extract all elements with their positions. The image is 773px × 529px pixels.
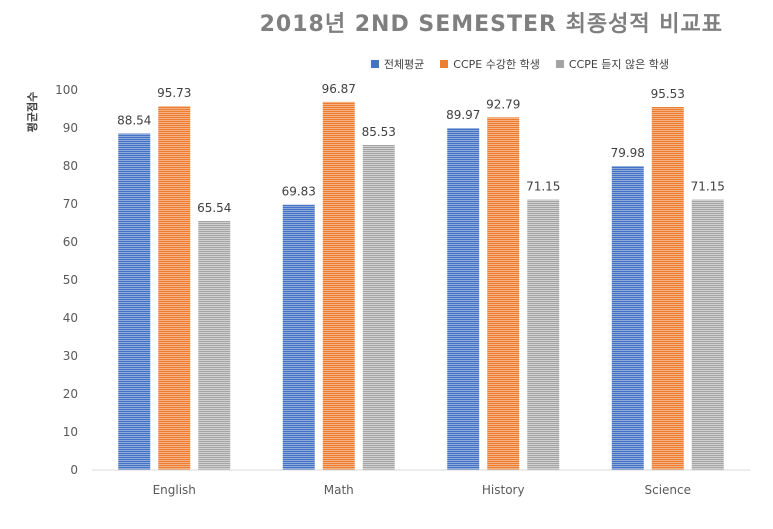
x-tick-label: History [482,483,525,497]
y-tick-label: 50 [63,273,78,287]
bar-history-series-2 [527,199,560,470]
legend-label-0: 전체평균 [383,58,425,71]
data-label: 71.15 [526,180,560,194]
data-label: 95.73 [157,86,191,100]
data-label: 92.79 [486,97,520,111]
bar-english-series-1 [158,106,191,470]
y-tick-label: 80 [63,159,78,173]
legend-item-series-0: 전체평균 [370,56,425,72]
data-label: 95.53 [651,87,685,101]
x-axis-ticks: English Math History Science [153,483,691,497]
chart-title: 2018년 2ND SEMESTER 최종성적 비교표 [259,12,723,37]
bars: 88.54 95.73 65.54 69.83 96.87 85.53 89.97 92.79… [117,82,725,471]
bar-math-series-2 [362,144,395,470]
legend-swatch-1 [440,60,449,68]
bar-history-series-0 [447,128,480,470]
data-label: 85.53 [362,125,396,139]
y-tick-label: 0 [70,463,78,477]
y-tick-label: 60 [63,235,78,249]
data-label: 69.83 [282,185,316,199]
legend-label-1: CCPE 수강한 학생 [453,58,540,71]
bar-science-series-2 [691,199,724,470]
y-tick-label: 10 [63,425,78,439]
y-tick-label: 70 [63,197,78,211]
legend: 전체평균 CCPE 수강한 학생 CCPE 듣지 않은 학생 [0,56,773,72]
y-tick-label: 40 [63,311,78,325]
legend-item-series-2: CCPE 듣지 않은 학생 [555,56,669,72]
bar-math-series-0 [282,204,315,470]
legend-item-series-1: CCPE 수강한 학생 [440,56,540,72]
data-label: 96.87 [322,82,356,96]
data-label: 88.54 [117,114,151,128]
bar-history-series-1 [487,117,520,470]
bar-english-series-2 [198,220,231,470]
y-axis-label: 평균점수 [25,92,39,132]
x-tick-label: English [153,483,196,497]
bar-math-series-1 [322,101,355,471]
data-label: 79.98 [611,146,645,160]
bar-science-series-1 [651,106,684,471]
legend-swatch-0 [370,60,379,68]
x-tick-label: Math [324,483,354,497]
y-tick-label: 90 [63,121,78,135]
data-label: 89.97 [446,108,480,122]
bar-english-series-0 [118,133,151,470]
legend-swatch-2 [555,60,564,68]
legend-label-2: CCPE 듣지 않은 학생 [568,58,669,71]
y-tick-label: 100 [55,83,78,97]
y-tick-label: 20 [63,387,78,401]
y-axis-ticks: 0 10 20 30 40 50 60 70 80 90 100 [55,83,78,477]
data-label: 65.54 [197,201,231,215]
data-label: 71.15 [691,180,725,194]
y-tick-label: 30 [63,349,78,363]
bar-science-series-0 [611,166,644,471]
x-tick-label: Science [644,483,691,497]
